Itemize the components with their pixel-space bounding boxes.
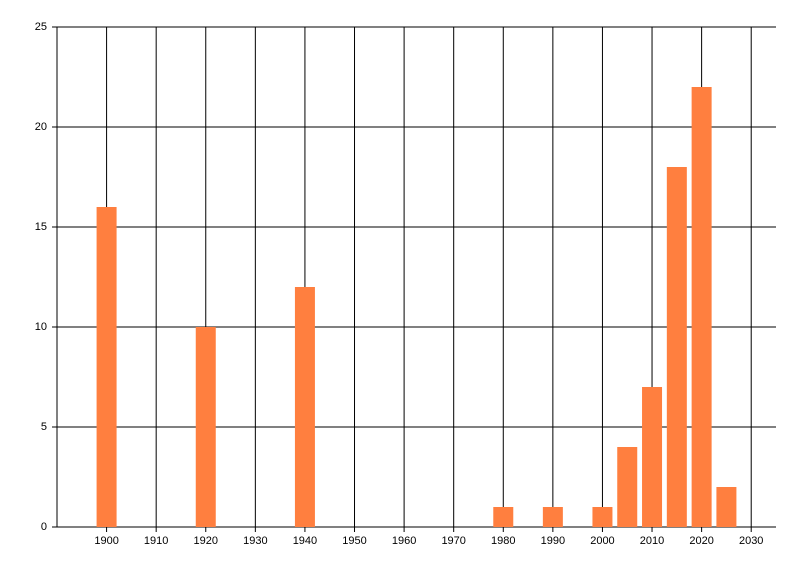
x-tick-label: 1920 bbox=[194, 535, 218, 547]
x-tick-label: 1970 bbox=[441, 535, 465, 547]
x-tick-label: 1980 bbox=[491, 535, 515, 547]
x-tick-label: 2030 bbox=[739, 535, 763, 547]
bar bbox=[542, 507, 563, 527]
x-tick-label: 1990 bbox=[541, 535, 565, 547]
bar bbox=[592, 507, 613, 527]
y-tick-label: 25 bbox=[35, 21, 47, 33]
x-tick-label: 2000 bbox=[590, 535, 614, 547]
bar bbox=[642, 387, 663, 527]
y-tick-label: 10 bbox=[35, 321, 47, 333]
bar bbox=[666, 167, 687, 527]
x-tick-label: 1930 bbox=[243, 535, 267, 547]
x-tick-label: 2010 bbox=[640, 535, 664, 547]
bar bbox=[96, 207, 117, 527]
bar bbox=[294, 287, 315, 527]
bar bbox=[716, 487, 737, 527]
bar bbox=[195, 327, 216, 527]
y-tick-label: 5 bbox=[41, 421, 47, 433]
x-tick-label: 1950 bbox=[342, 535, 366, 547]
y-tick-label: 15 bbox=[35, 221, 47, 233]
x-tick-label: 1900 bbox=[94, 535, 118, 547]
y-tick-label: 20 bbox=[35, 121, 47, 133]
bar bbox=[493, 507, 514, 527]
x-tick-label: 1940 bbox=[293, 535, 317, 547]
y-tick-label: 0 bbox=[41, 521, 47, 533]
x-tick-label: 1960 bbox=[392, 535, 416, 547]
x-tick-label: 1910 bbox=[144, 535, 168, 547]
bar bbox=[617, 447, 638, 527]
bar bbox=[691, 87, 712, 527]
x-tick-label: 2020 bbox=[689, 535, 713, 547]
